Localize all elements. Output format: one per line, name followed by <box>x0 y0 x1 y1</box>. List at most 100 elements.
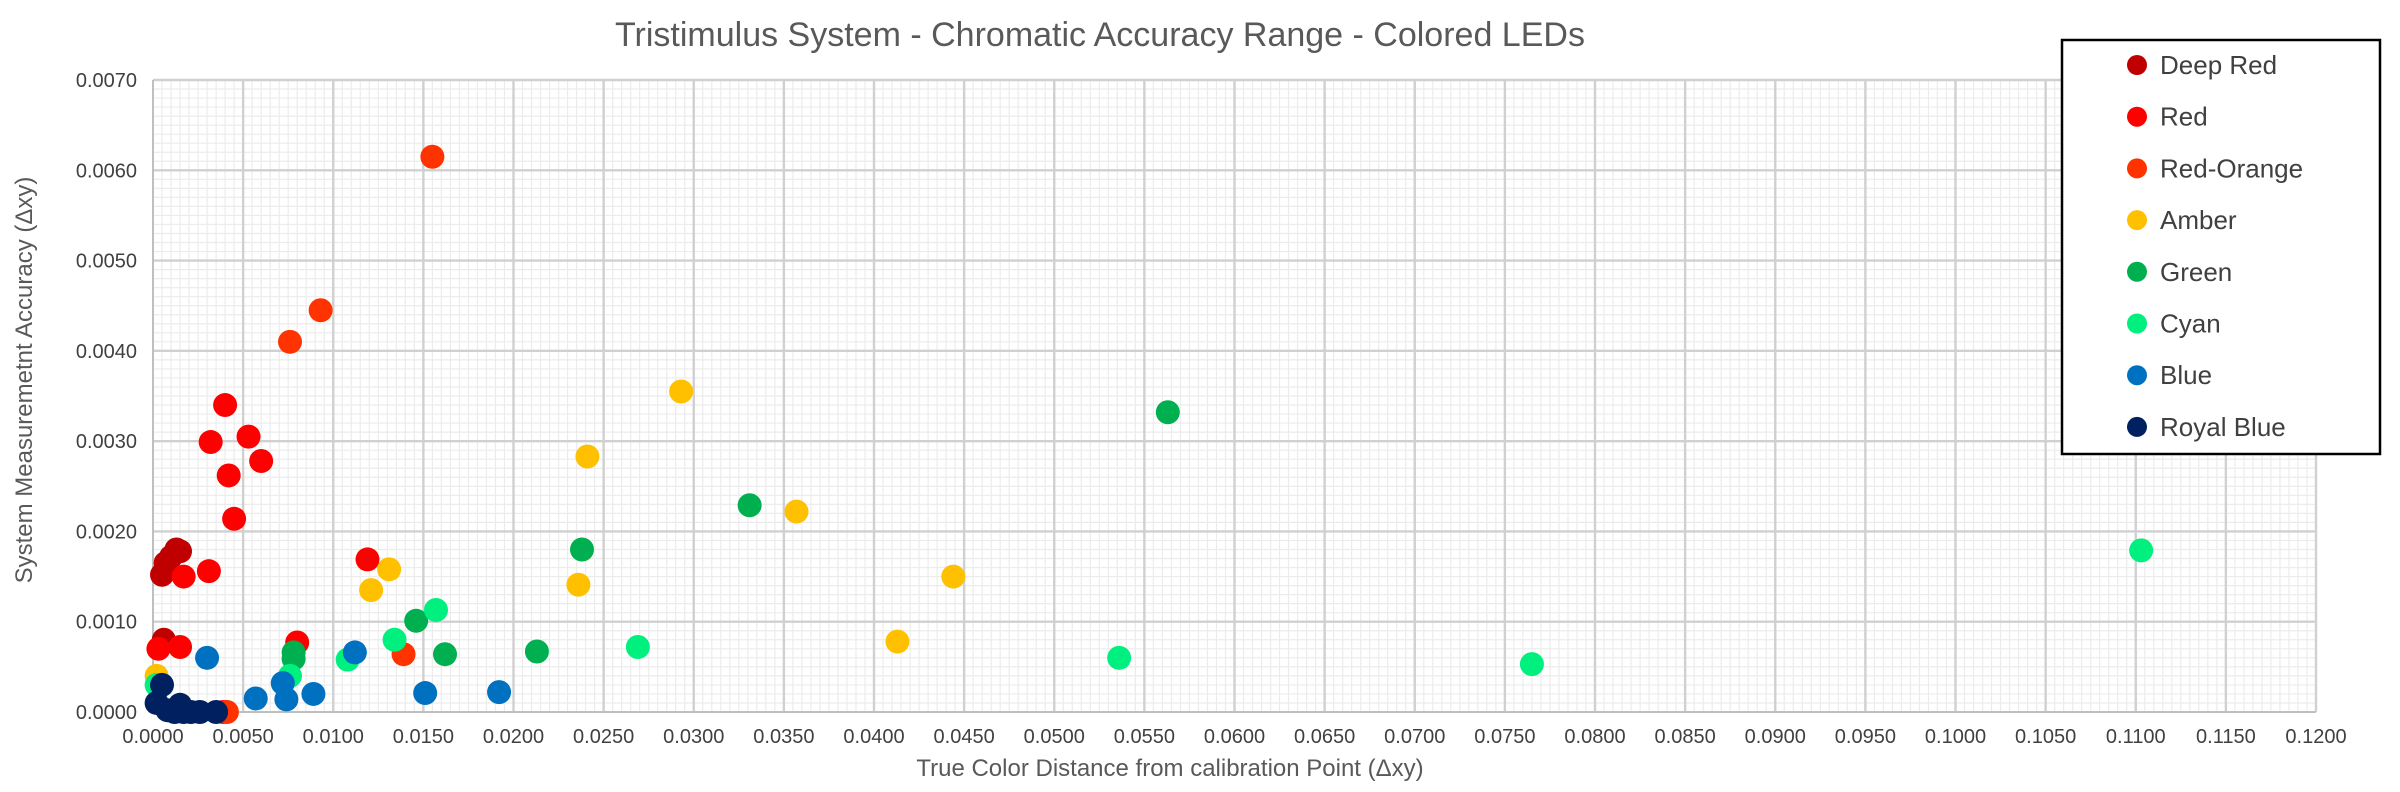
x-tick-label: 0.0450 <box>934 726 995 748</box>
legend-label-royal-blue: Royal Blue <box>2160 412 2286 442</box>
legend-marker-blue <box>2127 365 2147 386</box>
y-tick-label: 0.0000 <box>76 702 137 724</box>
x-tick-label: 0.0800 <box>1564 726 1625 748</box>
x-tick-label: 0.0750 <box>1474 726 1535 748</box>
tick-labels: 0.0000 0.0050 0.0100 0.0150 0.0200 0.0250 0.03… <box>76 70 2347 748</box>
legend-marker-amber <box>2127 210 2147 231</box>
data-point-cyan <box>2129 538 2154 563</box>
data-point-red <box>355 547 380 572</box>
x-tick-label: 0.1100 <box>2106 726 2166 748</box>
x-tick-label: 0.0550 <box>1114 726 1175 748</box>
data-point-cyan <box>423 597 448 622</box>
data-point-red-orange <box>420 144 445 169</box>
data-point-cyan <box>625 634 650 659</box>
legend-label-blue: Blue <box>2160 360 2212 390</box>
x-tick-label: 0.0700 <box>1384 726 1445 748</box>
legend-box <box>2060 38 2382 456</box>
y-tick-label: 0.0050 <box>76 251 137 273</box>
legend-label-red-orange: Red-Orange <box>2160 153 2303 183</box>
x-tick-label: 0.0050 <box>213 726 274 748</box>
x-tick-label: 0.0900 <box>1745 726 1806 748</box>
y-tick-label: 0.0040 <box>76 341 137 363</box>
chart-title: Tristimulus System - Chromatic Accuracy … <box>615 16 1585 54</box>
legend-marker-cyan <box>2127 313 2147 334</box>
data-point-red <box>249 449 274 474</box>
data-point-red <box>216 463 241 488</box>
data-point-blue <box>195 645 220 670</box>
data-points <box>144 144 2154 724</box>
data-point-cyan <box>1107 645 1132 670</box>
legend-marker-green <box>2127 261 2147 282</box>
data-point-blue <box>274 687 299 712</box>
data-point-amber <box>669 379 694 404</box>
x-tick-label: 0.0650 <box>1294 726 1355 748</box>
x-tick-label: 0.0850 <box>1655 726 1716 748</box>
data-point-red-orange <box>277 329 302 354</box>
data-point-red <box>222 506 247 531</box>
x-tick-label: 0.1000 <box>1925 726 1986 748</box>
legend-marker-red-orange <box>2127 158 2147 179</box>
data-point-blue <box>243 686 268 711</box>
data-point-amber <box>941 564 966 589</box>
data-point-amber <box>566 572 591 597</box>
legend-label-deep-red: Deep Red <box>2160 50 2277 80</box>
data-point-amber <box>359 578 384 603</box>
x-tick-label: 0.0150 <box>393 726 454 748</box>
data-point-red <box>146 636 171 661</box>
y-tick-label: 0.0070 <box>76 70 137 92</box>
data-point-cyan <box>382 627 407 652</box>
data-point-blue <box>342 640 367 665</box>
y-tick-label: 0.0010 <box>76 612 137 634</box>
data-point-red <box>171 564 196 589</box>
legend-label-cyan: Cyan <box>2160 309 2221 339</box>
data-point-red <box>236 424 261 449</box>
legend-marker-deep-red <box>2127 55 2147 75</box>
y-tick-label: 0.0020 <box>76 521 137 543</box>
x-axis-label: True Color Distance from calibration Poi… <box>916 755 1423 782</box>
data-point-red <box>168 634 193 659</box>
data-point-cyan <box>1519 652 1544 677</box>
data-point-royal-blue <box>204 700 229 724</box>
data-point-deep-red <box>168 539 193 564</box>
x-tick-label: 0.0250 <box>573 726 634 748</box>
x-tick-label: 0.0500 <box>1024 726 1085 748</box>
data-point-amber <box>885 629 910 654</box>
data-point-red <box>196 559 221 584</box>
legend-label-green: Green <box>2160 257 2232 287</box>
x-tick-label: 0.0200 <box>483 726 544 748</box>
x-tick-label: 0.0300 <box>663 726 724 748</box>
grid <box>153 78 2318 712</box>
data-point-red <box>198 430 223 455</box>
data-point-red-orange <box>308 298 333 323</box>
y-tick-label: 0.0060 <box>76 160 137 182</box>
data-point-amber <box>575 444 600 469</box>
x-tick-label: 0.1050 <box>2015 726 2076 748</box>
legend-marker-red <box>2127 106 2147 127</box>
x-tick-label: 0.0350 <box>753 726 814 748</box>
data-point-blue <box>301 681 326 706</box>
data-point-blue <box>413 681 438 706</box>
data-point-royal-blue <box>150 672 175 697</box>
axes <box>152 80 2316 713</box>
x-tick-label: 0.1200 <box>2285 726 2346 748</box>
x-tick-label: 0.1150 <box>2196 726 2256 748</box>
legend-label-amber: Amber <box>2160 205 2237 235</box>
legend-label-red: Red <box>2160 102 2208 132</box>
data-point-green <box>1155 400 1180 425</box>
data-point-green <box>737 493 762 518</box>
legend: Deep Red Red Red-Orange Amber Green Cyan Blue R… <box>2060 38 2382 456</box>
data-point-green <box>569 537 594 562</box>
data-point-amber <box>377 557 402 582</box>
y-axis-label: System Measuremetnt Accuracy (Δxy) <box>11 177 38 584</box>
x-tick-label: 0.0100 <box>303 726 364 748</box>
data-point-green <box>404 608 429 633</box>
data-point-green <box>433 642 458 667</box>
legend-marker-royal-blue <box>2127 416 2147 437</box>
data-point-amber <box>784 499 809 524</box>
x-tick-label: 0.0400 <box>843 726 904 748</box>
data-point-red <box>213 393 238 418</box>
data-point-blue <box>487 680 512 705</box>
x-tick-label: 0.0000 <box>122 726 183 748</box>
x-tick-label: 0.0950 <box>1835 726 1896 748</box>
